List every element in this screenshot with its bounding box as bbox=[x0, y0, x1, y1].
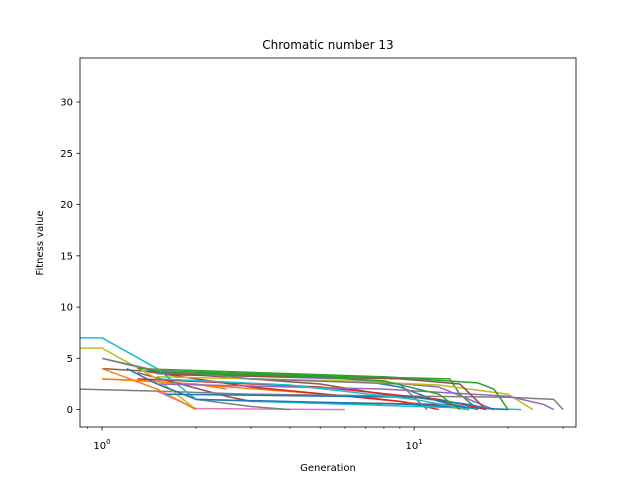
series-line-24 bbox=[156, 371, 461, 411]
y-axis-label: Fitness value bbox=[35, 210, 46, 275]
y-tick-label: 15 bbox=[60, 251, 73, 262]
x-axis-label: Generation bbox=[300, 463, 356, 474]
x-tick-label: 101 bbox=[406, 438, 423, 452]
y-tick-label: 0 bbox=[67, 405, 73, 416]
y-tick-label: 30 bbox=[60, 98, 73, 109]
x-tick-label: 100 bbox=[93, 438, 110, 452]
series-line-11 bbox=[156, 383, 291, 411]
plot-area: 100 101 0 5 10 15 20 25 30 bbox=[60, 57, 577, 452]
chart-title: Chromatic number 13 bbox=[262, 38, 393, 52]
y-tick-label: 25 bbox=[60, 149, 73, 160]
series-line-22 bbox=[165, 393, 494, 411]
series-line-20 bbox=[165, 373, 487, 411]
y-tick-label: 10 bbox=[60, 303, 73, 314]
y-tick-label: 20 bbox=[60, 200, 73, 211]
axes-frame bbox=[79, 57, 577, 428]
series-line-4 bbox=[147, 369, 479, 411]
series-line-9 bbox=[156, 390, 345, 411]
series-line-16 bbox=[101, 367, 197, 411]
series-line-21 bbox=[101, 357, 428, 411]
y-axis-ticks: 0 5 10 15 20 25 30 bbox=[60, 98, 80, 416]
series-layer bbox=[79, 337, 564, 411]
series-line-23 bbox=[156, 378, 470, 411]
y-tick-label: 5 bbox=[67, 354, 73, 365]
x-axis-ticks: 100 101 bbox=[87, 427, 564, 452]
series-line-18 bbox=[137, 378, 487, 411]
